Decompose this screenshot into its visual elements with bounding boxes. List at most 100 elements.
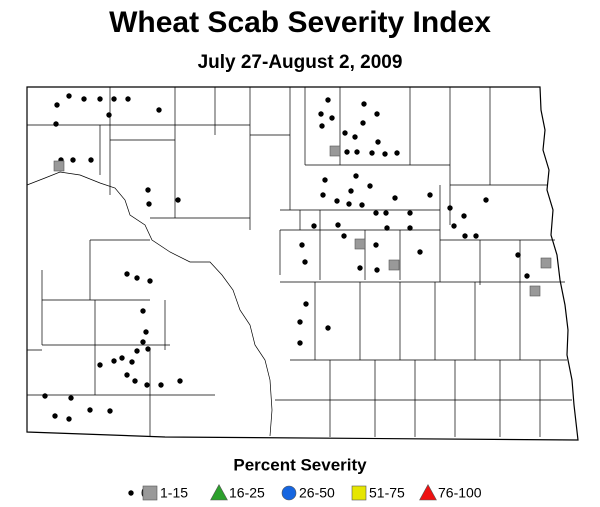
state-outline (26, 86, 579, 441)
triangle-symbol (419, 483, 437, 501)
dot-symbol (367, 183, 373, 189)
dot-symbol (145, 346, 151, 352)
dot-symbol (361, 101, 367, 107)
dot-symbol (42, 393, 48, 399)
dot-symbol (344, 149, 350, 155)
square-symbol (529, 285, 541, 297)
dot-symbol (360, 120, 366, 126)
dot-symbol (384, 225, 390, 231)
dot-symbol (325, 97, 331, 103)
dot-symbol (417, 249, 423, 255)
square-symbol (329, 145, 341, 157)
dot-symbol (53, 121, 59, 127)
legend-label: 76-100 (438, 485, 482, 501)
dot-symbol (144, 382, 150, 388)
dot-symbol (134, 348, 140, 354)
dot-symbol (447, 205, 453, 211)
dot-symbol (354, 149, 360, 155)
dot-symbol (374, 267, 380, 273)
dot-symbol (88, 157, 94, 163)
dot-symbol (322, 177, 328, 183)
circle-symbol (281, 485, 297, 501)
survey-points (42, 93, 552, 422)
dot-symbol (125, 96, 131, 102)
dot-symbol (373, 242, 379, 248)
dot-symbol (156, 107, 162, 113)
square-symbol (540, 257, 552, 269)
dot-symbol (318, 111, 324, 117)
dot-symbol (177, 378, 183, 384)
dot-symbol (124, 372, 130, 378)
dot-symbol (143, 329, 149, 335)
dot-symbol (342, 130, 348, 136)
dot-symbol (483, 197, 489, 203)
dot-symbol (140, 308, 146, 314)
dot-symbol (297, 319, 303, 325)
square-symbol (351, 485, 367, 501)
dot-symbol (375, 139, 381, 145)
map-subtitle: July 27-August 2, 2009 (198, 52, 403, 73)
dot-symbol (427, 192, 433, 198)
dot-symbol (147, 278, 153, 284)
dot-symbol (107, 408, 113, 414)
dot-symbol (106, 112, 112, 118)
dot-symbol (111, 358, 117, 364)
dot-symbol (359, 202, 365, 208)
dot-symbol (128, 490, 134, 496)
dot-symbol (81, 96, 87, 102)
legend-label: 1-15 (160, 485, 188, 501)
dot-symbol (329, 115, 335, 121)
dot-symbol (451, 223, 457, 229)
dot-symbol (515, 252, 521, 258)
dot-symbol (346, 201, 352, 207)
square-symbol (354, 238, 366, 250)
dot-symbol (461, 213, 467, 219)
dot-symbol (87, 407, 93, 413)
dot-symbol (325, 325, 331, 331)
dot-symbol (140, 339, 146, 345)
dot-symbol (374, 111, 380, 117)
dot-symbol (407, 210, 413, 216)
dot-symbol (334, 198, 340, 204)
dot-symbol (129, 359, 135, 365)
dot-symbol (373, 210, 379, 216)
dot-symbol (97, 96, 103, 102)
dot-symbol (353, 173, 359, 179)
dot-symbol (462, 233, 468, 239)
dot-symbol (392, 195, 398, 201)
dot-symbol (132, 378, 138, 384)
legend-label: 16-25 (229, 485, 265, 501)
dot-symbol (66, 93, 72, 99)
dot-symbol (303, 301, 309, 307)
dot-symbol (302, 259, 308, 265)
square-symbol (388, 259, 400, 271)
dot-symbol (335, 222, 341, 228)
dot-symbol (341, 233, 347, 239)
dot-symbol (524, 273, 530, 279)
dot-symbol (357, 265, 363, 271)
dot-symbol (352, 134, 358, 140)
dot-symbol (68, 395, 74, 401)
dot-symbol (124, 271, 130, 277)
map-title: Wheat Scab Severity Index (109, 6, 491, 39)
dot-symbol (311, 223, 317, 229)
dot-symbol (299, 242, 305, 248)
dot-symbol (158, 382, 164, 388)
dot-symbol (348, 188, 354, 194)
legend-label: 26-50 (299, 485, 335, 501)
dot-symbol (66, 416, 72, 422)
dot-symbol (111, 96, 117, 102)
dot-symbol (320, 192, 326, 198)
dot-symbol (119, 355, 125, 361)
dot-symbol (54, 102, 60, 108)
county-lines (26, 87, 572, 437)
dot-symbol (146, 201, 152, 207)
square-symbol (142, 485, 158, 501)
legend-title: Percent Severity (233, 455, 367, 474)
dot-symbol (319, 123, 325, 129)
dot-symbol (97, 362, 103, 368)
dot-symbol (134, 275, 140, 281)
